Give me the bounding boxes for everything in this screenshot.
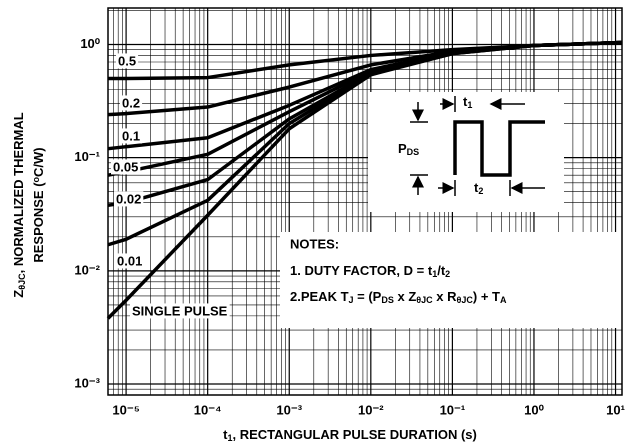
text-part: θJC <box>416 295 433 305</box>
note-line: 1. DUTY FACTOR, D = t1/t2 <box>290 263 450 279</box>
inset-box <box>368 92 564 212</box>
curve-label-bg <box>120 95 143 111</box>
x-tick-label: 10¹ <box>606 402 625 417</box>
y-axis-label: RESPONSE (oC/W) <box>31 147 47 262</box>
text-part: Z <box>11 290 26 298</box>
text-part: , RECTANGULAR PULSE DURATION (s) <box>233 427 477 442</box>
curve-label-bg <box>114 191 144 207</box>
text-part: A <box>500 295 507 305</box>
pds-label: PDS <box>398 141 419 157</box>
inset-diagram <box>410 96 545 196</box>
curve-label: 0.05 <box>113 159 138 174</box>
plot-frame <box>107 7 623 396</box>
notes-box <box>280 232 622 328</box>
curve-label: 0.5 <box>118 53 136 68</box>
x-tick-label: 10⁻¹ <box>440 402 466 417</box>
text-part: 2.PEAK T <box>290 289 349 304</box>
curve-label-bg <box>120 128 143 144</box>
text-part: o <box>31 176 41 182</box>
text-part: t <box>474 180 479 195</box>
x-tick-label: 10⁻⁴ <box>194 402 222 417</box>
text-part: , NORMALIZED THERMAL <box>11 112 26 273</box>
text-part: /t <box>437 263 446 278</box>
y-tick-label: 10⁻¹ <box>74 149 100 164</box>
y-axis-label: ZθJC, NORMALIZED THERMAL <box>11 112 27 297</box>
text-part: = (P <box>354 289 382 304</box>
x-tick-label: 10⁻⁵ <box>112 402 139 417</box>
curve-label: 0.02 <box>116 191 141 206</box>
curve-label-bg <box>111 159 141 175</box>
t2-label: t2 <box>474 180 483 196</box>
text-part: 2 <box>445 269 450 279</box>
y-tick-label: 10⁻³ <box>74 375 100 390</box>
y-tick-label: 10⁰ <box>80 36 100 51</box>
curve <box>106 40 623 320</box>
curve-label-bg <box>116 53 139 69</box>
x-tick-label: 10⁻³ <box>276 402 302 417</box>
text-part: ) + T <box>473 289 500 304</box>
text-part: RESPONSE ( <box>31 182 46 263</box>
text-part: 1 <box>467 100 472 110</box>
text-part: x Z <box>394 289 416 304</box>
x-axis-label: t1, RECTANGULAR PULSE DURATION (s) <box>223 427 477 443</box>
text-part: 2 <box>478 186 483 196</box>
t1-label: t1 <box>463 94 472 110</box>
text-part: θJC <box>17 273 27 290</box>
text-part: t <box>223 427 228 442</box>
curve-label-bg <box>130 303 230 319</box>
text-part: 1 <box>227 433 232 443</box>
y-tick-label: 10⁻² <box>74 262 100 277</box>
text-part: DS <box>407 147 420 157</box>
curve-label: SINGLE PULSE <box>132 303 228 318</box>
note-line: 2.PEAK TJ = (PDS x ZθJC x RθJC) + TA <box>290 289 507 305</box>
text-part: P <box>398 141 407 156</box>
text-part: x R <box>433 289 457 304</box>
pulse-waveform <box>453 120 545 177</box>
curve-label-bg <box>115 253 145 269</box>
text-part: DS <box>381 295 394 305</box>
curve-label: 0.2 <box>122 95 140 110</box>
x-tick-label: 10⁰ <box>524 402 544 417</box>
notes-title: NOTES: <box>290 236 339 251</box>
text-part: 1 <box>432 269 437 279</box>
curve-label: 0.1 <box>122 128 140 143</box>
x-tick-label: 10⁻² <box>358 402 384 417</box>
text-part: t <box>463 94 468 109</box>
text-part: C/W) <box>31 147 46 177</box>
text-part: θJC <box>457 295 474 305</box>
text-part: J <box>349 295 354 305</box>
text-part: 1. DUTY FACTOR, D = t <box>290 263 433 278</box>
curve-label: 0.01 <box>117 253 142 268</box>
